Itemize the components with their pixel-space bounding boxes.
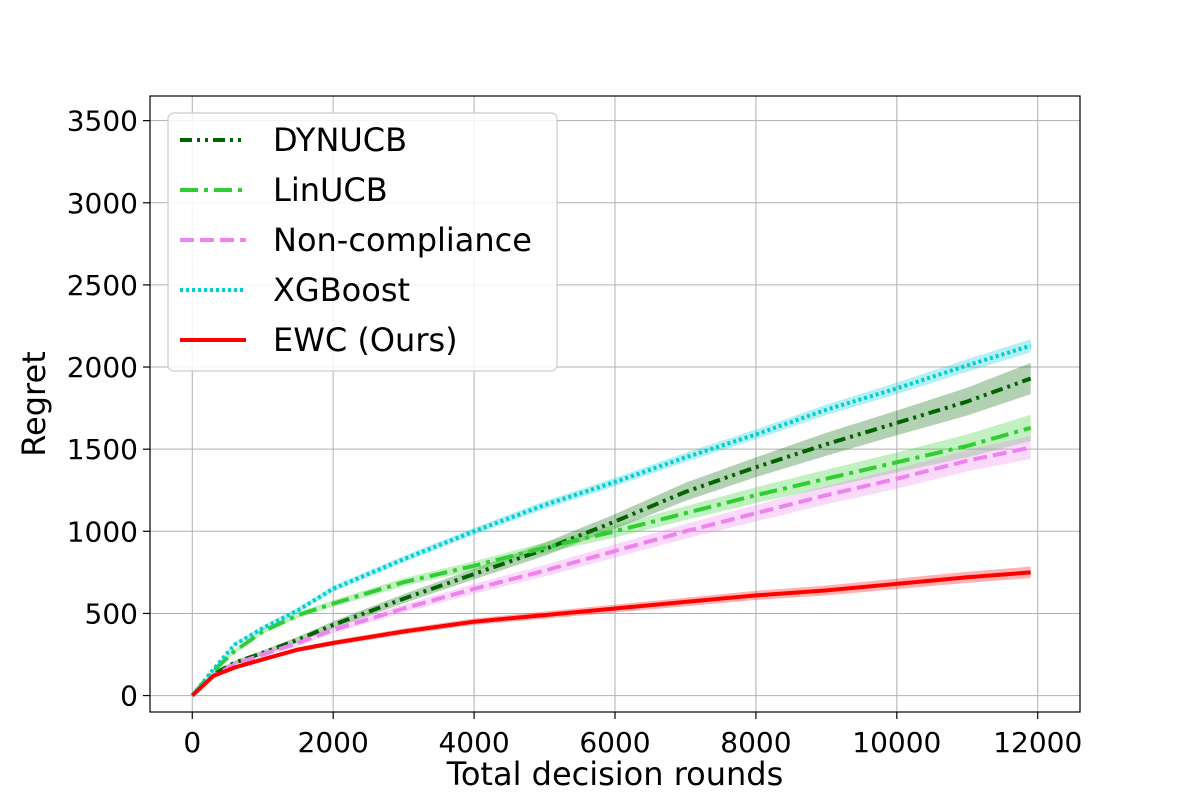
y-tick-label: 3000 bbox=[67, 187, 138, 220]
x-tick-label: 10000 bbox=[852, 726, 941, 759]
x-tick-label: 4000 bbox=[438, 726, 509, 759]
x-tick-label: 8000 bbox=[720, 726, 791, 759]
non-compliance-band bbox=[192, 436, 1031, 696]
legend: DYNUCB LinUCB Non-compliance XGBoost EWC (Ou… bbox=[167, 112, 558, 372]
y-axis-title: Regret bbox=[15, 351, 53, 456]
y-tick-label: 3500 bbox=[67, 105, 138, 138]
y-tick-label: 2000 bbox=[67, 351, 138, 384]
legend-label: EWC (Ours) bbox=[273, 321, 458, 359]
y-tick-label: 1500 bbox=[67, 433, 138, 466]
legend-label: DYNUCB bbox=[273, 121, 407, 159]
y-tick-label: 1000 bbox=[67, 515, 138, 548]
confidence-bands bbox=[192, 339, 1031, 696]
linucb-line bbox=[190, 425, 1032, 697]
ewc-ours-line bbox=[190, 570, 1031, 698]
x-tick-label: 12000 bbox=[993, 726, 1082, 759]
legend-label: XGBoost bbox=[273, 271, 410, 309]
legend-label: LinUCB bbox=[273, 171, 388, 209]
legend-box bbox=[167, 112, 558, 372]
x-tick-label: 6000 bbox=[579, 726, 650, 759]
y-tick-label: 2500 bbox=[67, 269, 138, 302]
x-tick-label: 2000 bbox=[298, 726, 369, 759]
y-tick-label: 0 bbox=[120, 680, 138, 713]
y-tick-label: 500 bbox=[85, 597, 138, 630]
linucb-band bbox=[192, 414, 1031, 696]
axis-ticks: 0 2000 4000 6000 8000 10000 12000 0 500 1000 1500 2… bbox=[67, 105, 1083, 759]
non-compliance-line bbox=[190, 445, 1032, 698]
x-tick-label: 0 bbox=[183, 726, 201, 759]
x-axis-title: Total decision rounds bbox=[446, 755, 784, 793]
series-lines bbox=[190, 343, 1032, 698]
xgboost-band bbox=[192, 339, 1031, 696]
legend-label: Non-compliance bbox=[273, 221, 532, 259]
